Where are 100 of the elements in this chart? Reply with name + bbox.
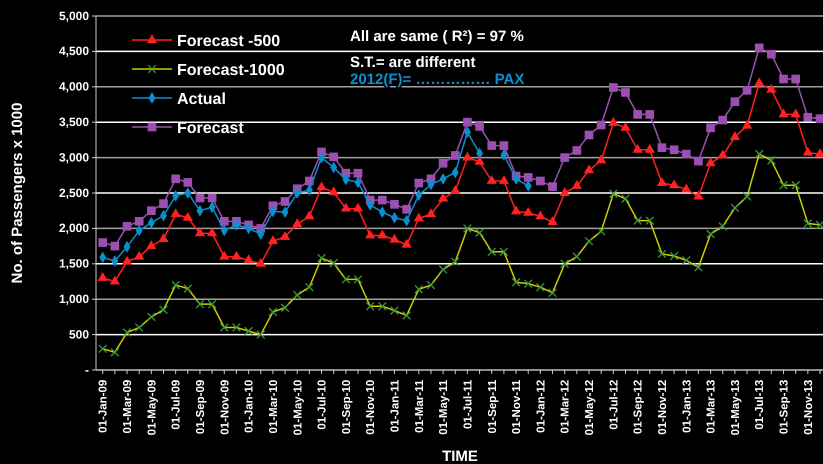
y-tick-label: 3,000: [58, 150, 90, 164]
x-tick-label: 01-Nov-12: [656, 380, 669, 435]
point: [705, 157, 716, 166]
point: [718, 150, 728, 158]
point: [693, 190, 704, 200]
point: [414, 178, 424, 188]
point: [742, 120, 752, 129]
point: [462, 152, 473, 161]
x-tick-label: 01-May-09: [146, 380, 158, 436]
y-tick-label: 500: [68, 327, 90, 342]
y-tick-label: 3,500: [58, 115, 90, 130]
point: [207, 227, 218, 236]
point: [742, 86, 752, 95]
point: [122, 222, 132, 231]
y-tick-label: 2,000: [58, 221, 90, 236]
point: [196, 194, 204, 202]
point: [475, 122, 484, 131]
point: [487, 141, 496, 150]
point: [414, 212, 424, 222]
point: [804, 112, 812, 122]
point: [171, 174, 180, 184]
legend-label: Actual: [177, 91, 226, 108]
point: [340, 202, 351, 212]
point: [535, 210, 546, 220]
x-tick-label: 01-Mar-11: [414, 379, 426, 433]
point: [450, 151, 460, 160]
point: [208, 194, 216, 202]
point: [802, 146, 813, 156]
point: [159, 199, 168, 208]
point: [98, 238, 108, 247]
point: [682, 150, 691, 158]
point: [146, 240, 156, 250]
point: [352, 202, 364, 212]
annotation: 2012(F)= …………… PAX: [350, 71, 524, 88]
point: [316, 181, 327, 190]
point: [147, 206, 156, 216]
point: [778, 108, 789, 118]
point: [816, 114, 823, 123]
x-tick-label: 01-Mar-10: [268, 380, 280, 434]
x-tick-label: 01-Mar-12: [560, 380, 572, 434]
y-axis-title: No. of Passengers x 1000: [9, 102, 26, 284]
point: [280, 197, 290, 206]
point: [110, 276, 120, 284]
point: [354, 168, 362, 178]
point: [500, 141, 508, 150]
point: [596, 154, 606, 164]
point: [621, 88, 630, 97]
x-tick-label: 01-Jan-12: [535, 380, 548, 433]
point: [572, 180, 582, 189]
x-tick-label: 01-Jul-13: [754, 380, 766, 430]
point: [608, 117, 618, 126]
point: [681, 184, 692, 192]
point: [730, 97, 740, 106]
x-tick-label: 01-Jan-11: [390, 379, 402, 432]
point: [632, 144, 643, 153]
point: [378, 196, 387, 204]
point: [170, 208, 181, 218]
point: [547, 216, 558, 225]
point: [402, 204, 411, 214]
point: [158, 233, 169, 242]
x-tick-label: 01-Mar-13: [706, 380, 718, 434]
point: [329, 152, 338, 162]
point: [365, 230, 376, 238]
point: [584, 164, 594, 174]
point: [304, 210, 314, 220]
point: [560, 187, 570, 196]
x-tick-label: 01-Nov-10: [365, 380, 378, 435]
point: [98, 272, 108, 281]
y-tick-label: 1,000: [58, 292, 90, 306]
point: [110, 242, 120, 250]
point: [596, 120, 606, 130]
point: [767, 50, 776, 59]
y-tick-label: 5,000: [58, 8, 90, 23]
y-tick-label: 4,000: [58, 80, 90, 94]
point: [231, 250, 242, 260]
x-tick-label: 01-Nov-11: [511, 379, 524, 434]
legend-label: Forecast-1000: [177, 62, 285, 79]
x-tick-label: 01-Jan-13: [681, 380, 694, 433]
point: [243, 254, 254, 264]
x-tick-label: 01-May-12: [584, 380, 596, 436]
point: [438, 192, 448, 202]
point: [280, 231, 290, 240]
point: [524, 173, 533, 182]
point: [268, 235, 278, 244]
x-tick-label: 01-Jul-09: [170, 380, 183, 430]
legend-label: Forecast -500: [177, 33, 280, 50]
x-tick-label: 01-Nov-09: [219, 380, 232, 435]
point: [122, 256, 132, 265]
x-axis-title: TIME: [442, 448, 478, 464]
point: [779, 74, 788, 84]
point: [633, 110, 642, 119]
point: [644, 144, 655, 153]
point: [377, 230, 388, 238]
x-tick-label: 01-Sep-10: [340, 380, 353, 434]
point: [620, 122, 631, 131]
x-tick-label: 01-Sep-11: [486, 379, 499, 434]
x-tick-label: 01-Sep-13: [778, 380, 791, 434]
point: [608, 83, 618, 92]
x-tick-label: 01-Jan-10: [244, 380, 256, 433]
point: [498, 175, 509, 184]
